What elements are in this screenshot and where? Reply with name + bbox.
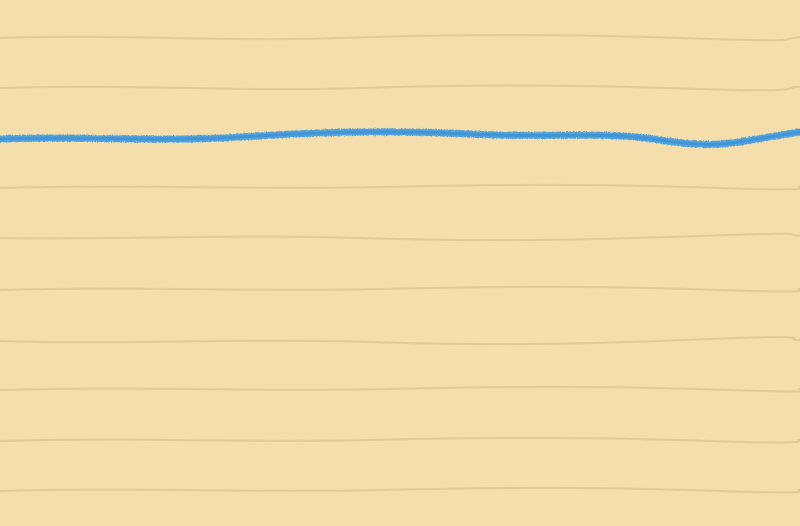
- ruled-line: [0, 285, 800, 293]
- blue-margin-line-core: [0, 130, 800, 146]
- ruled-lines: [0, 34, 800, 494]
- ruled-line: [0, 385, 800, 393]
- ruled-line: [0, 183, 800, 191]
- ruled-line: [0, 436, 800, 444]
- ruled-line: [0, 232, 800, 242]
- ruled-line: [0, 34, 800, 42]
- ruled-line: [0, 336, 800, 346]
- ruled-line: [0, 84, 800, 92]
- ruled-line: [0, 486, 800, 494]
